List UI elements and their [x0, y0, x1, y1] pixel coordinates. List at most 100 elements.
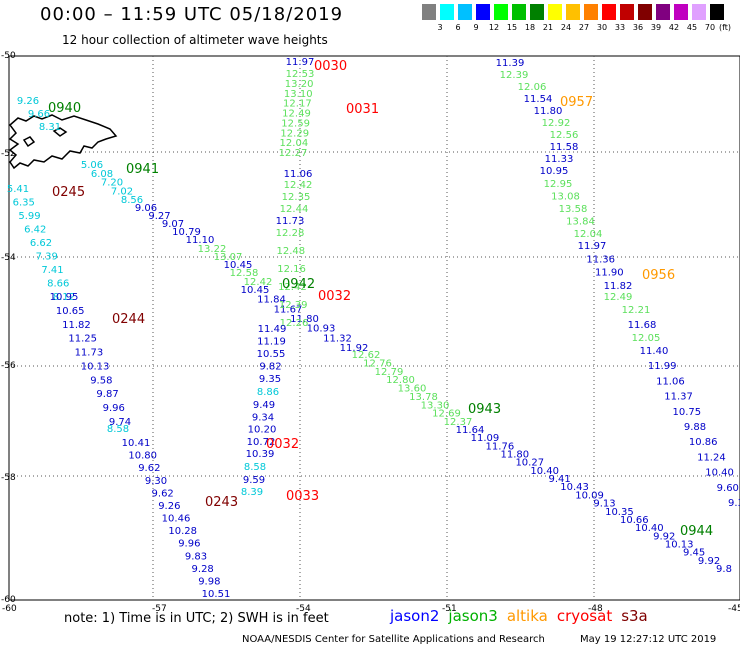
- legend-label: 3: [437, 23, 443, 32]
- wave-height-value: 11.58: [550, 142, 579, 153]
- pass-time-label: 0942: [282, 277, 315, 292]
- wave-height-value: 10.46: [162, 514, 191, 525]
- legend-swatch: [512, 4, 526, 20]
- legend-label: 21: [542, 23, 554, 32]
- wave-height-value: 11.73: [276, 216, 305, 227]
- longitude-label: -60: [2, 604, 17, 614]
- pass-time-label: 0943: [468, 402, 501, 417]
- wave-height-value: 11.33: [545, 154, 574, 165]
- wave-height-value: 6.08: [91, 169, 113, 180]
- wave-height-value: 12.95: [544, 179, 573, 190]
- wave-height-value: 9.87: [96, 389, 118, 400]
- wave-height-value: 9.34: [252, 412, 274, 423]
- map-frame: [8, 55, 740, 601]
- wave-height-value: 11.73: [75, 348, 104, 359]
- wave-height-value: 10.93: [307, 324, 336, 335]
- legend-swatch: [620, 4, 634, 20]
- wave-height-value: 10.20: [248, 425, 277, 436]
- legend-swatch: [548, 4, 562, 20]
- wave-height-value: 10.28: [168, 526, 197, 537]
- latitude-label: -58: [1, 473, 16, 483]
- pass-time-label: 0957: [560, 95, 593, 110]
- wave-height-value: 10.95: [540, 166, 569, 177]
- wave-height-value: 9.92: [653, 531, 675, 542]
- legend-swatch: [638, 4, 652, 20]
- wave-height-value: 8.39: [241, 487, 263, 498]
- map-subtitle: 12 hour collection of altimeter wave hei…: [62, 33, 328, 47]
- wave-height-value: 10.40: [635, 523, 664, 534]
- latitude-label: -50: [1, 51, 16, 61]
- wave-height-value: 12.28: [276, 228, 305, 239]
- wave-height-value: 8.58: [107, 424, 129, 435]
- wave-height-value: 13.78: [409, 392, 438, 403]
- wave-height-value: 10.45: [224, 260, 253, 271]
- wave-height-value: 13.20: [285, 79, 314, 90]
- legend-swatch: [440, 4, 454, 20]
- wave-height-value: 10.09: [575, 490, 604, 501]
- generation-timestamp: May 19 12:27:12 UTC 2019: [580, 634, 717, 645]
- legend-swatch: [674, 4, 688, 20]
- latitude-label: -52: [1, 149, 16, 159]
- wave-height-value: 11.97: [286, 57, 315, 68]
- wave-height-value: 10.27: [515, 458, 544, 469]
- wave-height-value: 11.32: [323, 333, 352, 344]
- map-title: 00:00 – 11:59 UTC 05/18/2019: [40, 4, 344, 25]
- wave-height-value: 10.79: [172, 227, 201, 238]
- wave-height-value: 12.92: [542, 118, 571, 129]
- wave-height-value: 11.19: [257, 337, 286, 348]
- wave-height-value: 5.99: [18, 211, 40, 222]
- wave-height-value: 9.88: [684, 422, 706, 433]
- wave-height-value: 8.58: [244, 462, 266, 473]
- wave-height-value: 11.06: [656, 376, 685, 387]
- wave-height-value: 9.26: [158, 501, 180, 512]
- wave-height-value: 9.49: [253, 400, 275, 411]
- wave-height-value: 12.53: [286, 69, 315, 80]
- wave-height-value: 7.39: [36, 252, 58, 263]
- wave-height-value: 11.92: [340, 343, 369, 354]
- legend-label: 12: [488, 23, 500, 32]
- wave-height-value: 11.80: [290, 314, 319, 325]
- wave-height-value: 12.39: [279, 300, 308, 311]
- wave-height-value: 13.08: [551, 192, 580, 203]
- wave-height-value: 12.04: [574, 229, 603, 240]
- wave-height-value: 9.59: [243, 475, 265, 486]
- wave-height-value: 9.28: [192, 564, 214, 575]
- wave-height-value: 10.40: [705, 468, 734, 479]
- wave-height-value: 9.60: [717, 483, 739, 494]
- legend-swatch: [458, 4, 472, 20]
- longitude-label: -57: [152, 604, 167, 614]
- wave-height-value: 5.41: [7, 184, 29, 195]
- wave-height-value: 12.42: [278, 282, 307, 293]
- wave-height-value: 10.75: [672, 407, 701, 418]
- latitude-label: -54: [1, 253, 16, 263]
- wave-height-value: 13.10: [284, 89, 313, 100]
- legend-swatch: [710, 4, 724, 20]
- wave-height-value: 10.51: [202, 589, 231, 600]
- wave-height-value: 11.36: [586, 254, 615, 265]
- legend-label: 15: [506, 23, 518, 32]
- pass-time-label: 0944: [680, 524, 713, 539]
- wave-height-value: 12.06: [518, 82, 547, 93]
- wave-height-value: 11.39: [496, 58, 525, 69]
- legend-swatch: [692, 4, 706, 20]
- legend-label: 42: [668, 23, 680, 32]
- wave-height-value: 12.59: [281, 118, 310, 129]
- wave-height-value: 9.66: [28, 109, 50, 120]
- wave-height-value: 11.80: [534, 106, 563, 117]
- wave-height-value: 9.27: [148, 211, 170, 222]
- wave-height-value: 12.39: [500, 70, 529, 81]
- wave-height-value: 9.35: [259, 374, 281, 385]
- wave-height-value: 12.17: [283, 99, 312, 110]
- legend-swatch: [530, 4, 544, 20]
- wave-height-value: 12.76: [363, 358, 392, 369]
- wave-height-value: 9.30: [145, 476, 167, 487]
- wave-height-value: 13.58: [559, 204, 588, 215]
- wave-height-value: 11.49: [258, 324, 287, 335]
- wave-height-value: 10.13: [665, 539, 694, 550]
- wave-height-value: 11.09: [471, 433, 500, 444]
- wave-height-value: 10.35: [605, 507, 634, 518]
- axis-labels: -50 -52 -54 -56 -58 -60-60 -57 -54 -51 -48 -45: [1, 51, 740, 614]
- wave-height-value: 12.04: [280, 138, 309, 149]
- wave-height-value: 11.24: [697, 452, 726, 463]
- wave-height-value: 10.13: [81, 361, 110, 372]
